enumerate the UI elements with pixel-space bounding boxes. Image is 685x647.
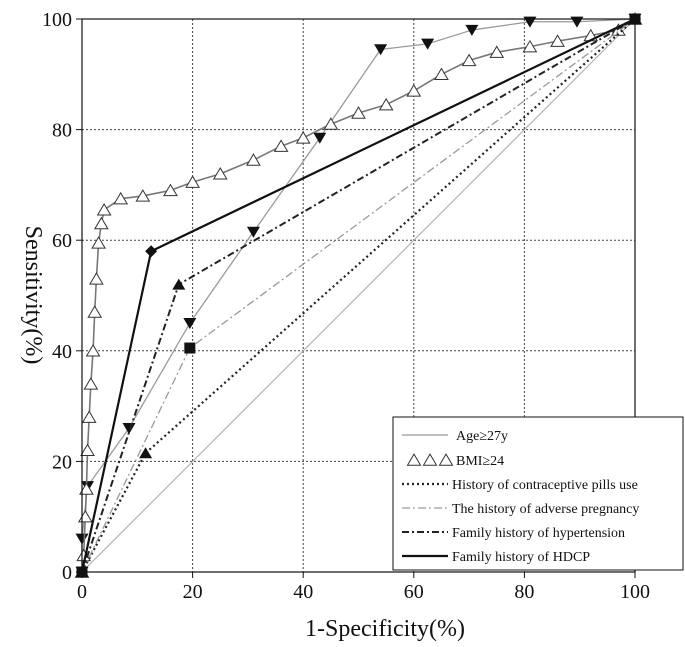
series-1-point-24 [406, 84, 422, 97]
series-1-point-17 [212, 167, 228, 180]
legend-label-2: History of contraceptive pills use [452, 478, 638, 493]
series-1-point-8 [87, 305, 103, 318]
series-1-point-6 [83, 377, 99, 390]
legend-label-5: Family history of HDCP [452, 550, 590, 565]
legend-marker-1-1 [422, 453, 438, 466]
series-1-point-2 [77, 509, 93, 523]
series-1-point-29 [550, 34, 565, 47]
y-tick-label-5: 100 [42, 9, 72, 31]
series-5-point-1 [145, 245, 158, 258]
x-tick-label-5: 100 [620, 581, 650, 603]
series-1-point-16 [185, 175, 200, 188]
series-5 [76, 13, 641, 578]
series-0-point-5 [246, 226, 260, 238]
legend-label-0: Age≥27y [456, 429, 508, 444]
series-0-point-7 [374, 44, 388, 56]
reference-diagonal [81, 18, 636, 573]
series-1-point-28 [522, 39, 538, 53]
legend-marker-1-0 [406, 453, 422, 466]
plot-frame [81, 18, 636, 573]
legend-marker-1-2 [438, 453, 454, 466]
series-line-2 [81, 18, 636, 573]
series-1-point-14 [135, 189, 151, 202]
series-1-point-19 [273, 139, 289, 152]
series-1-point-23 [378, 97, 394, 111]
x-tick-label-2: 40 [293, 581, 313, 603]
x-tick-label-1: 20 [183, 581, 203, 603]
series-1-point-7 [85, 343, 101, 357]
series-1-point-3 [79, 482, 94, 495]
series-2-point-1 [139, 447, 153, 459]
series-1-point-18 [246, 153, 261, 166]
series-1-point-26 [461, 53, 477, 67]
series-0-point-9 [465, 24, 479, 36]
series-1-point-9 [89, 272, 104, 285]
y-axis-label: Sensitivity(%) [20, 226, 46, 365]
series-0-point-3 [122, 423, 136, 435]
series-1-point-15 [163, 183, 178, 197]
series-1-point-22 [351, 106, 366, 119]
series-1-point-21 [323, 117, 339, 130]
series-4-point-1 [172, 278, 186, 290]
series-0-point-8 [421, 38, 435, 50]
legend-box [392, 416, 684, 571]
legend-label-1: BMI≥24 [456, 454, 504, 469]
series-1-point-27 [489, 45, 505, 58]
x-tick-label-0: 0 [77, 581, 87, 603]
series-0-point-4 [183, 317, 197, 329]
series-1-point-5 [81, 410, 97, 423]
series-1-point-4 [80, 443, 95, 457]
series-line-3 [81, 18, 636, 573]
series-0-point-6 [313, 132, 327, 144]
legend: Age≥27y BMI≥24 History of contraceptive pi… [392, 416, 684, 571]
x-tick-label-3: 60 [404, 581, 424, 603]
series-1-point-25 [434, 67, 449, 80]
axis-ticks: 0 20 40 60 80 100 0 20 40 60 80 100 [42, 9, 650, 603]
legend-label-3: The history of adverse pregnancy [452, 502, 639, 517]
y-tick-label-4: 80 [52, 120, 72, 142]
y-tick-label-2: 40 [52, 341, 72, 363]
y-tick-label-0: 0 [62, 562, 72, 584]
x-axis-label: 1-Specificity(%) [305, 616, 465, 642]
series-group [74, 12, 643, 578]
series-1-point-12 [96, 202, 112, 216]
series-1-point-13 [113, 191, 129, 205]
legend-label-4: Family history of hypertension [452, 526, 625, 541]
y-tick-label-1: 20 [52, 451, 72, 473]
x-tick-label-4: 80 [514, 581, 534, 603]
series-1-point-10 [91, 236, 106, 249]
y-tick-label-3: 60 [52, 230, 72, 252]
series-1-point-20 [295, 131, 311, 144]
series-1-point-11 [93, 216, 109, 230]
series-3-point-1 [184, 342, 196, 354]
